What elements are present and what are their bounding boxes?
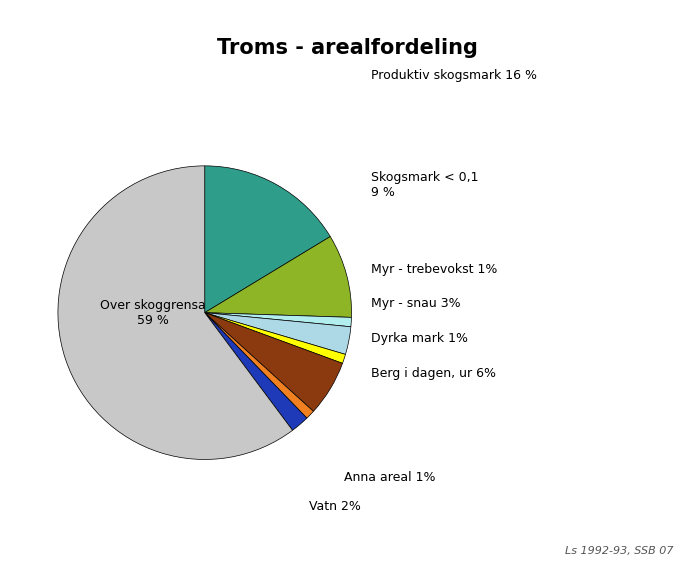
Text: Anna areal 1%: Anna areal 1% bbox=[344, 471, 435, 484]
Text: Over skoggrensa
59 %: Over skoggrensa 59 % bbox=[100, 299, 205, 327]
Text: Ls 1992-93, SSB 07: Ls 1992-93, SSB 07 bbox=[565, 546, 673, 556]
Wedge shape bbox=[205, 313, 343, 411]
Wedge shape bbox=[205, 313, 314, 418]
Text: Troms - arealfordeling: Troms - arealfordeling bbox=[217, 38, 477, 58]
Wedge shape bbox=[205, 237, 352, 317]
Wedge shape bbox=[58, 166, 293, 460]
Text: Vatn 2%: Vatn 2% bbox=[309, 500, 361, 513]
Text: Myr - snau 3%: Myr - snau 3% bbox=[371, 298, 461, 310]
Text: Berg i dagen, ur 6%: Berg i dagen, ur 6% bbox=[371, 367, 496, 380]
Wedge shape bbox=[205, 313, 351, 354]
Wedge shape bbox=[205, 166, 330, 313]
Text: Skogsmark < 0,1
9 %: Skogsmark < 0,1 9 % bbox=[371, 171, 479, 199]
Text: Myr - trebevokst 1%: Myr - trebevokst 1% bbox=[371, 263, 498, 276]
Wedge shape bbox=[205, 313, 351, 327]
Wedge shape bbox=[205, 313, 307, 430]
Text: Produktiv skogsmark 16 %: Produktiv skogsmark 16 % bbox=[371, 69, 537, 82]
Wedge shape bbox=[205, 313, 346, 364]
Text: Dyrka mark 1%: Dyrka mark 1% bbox=[371, 332, 468, 345]
